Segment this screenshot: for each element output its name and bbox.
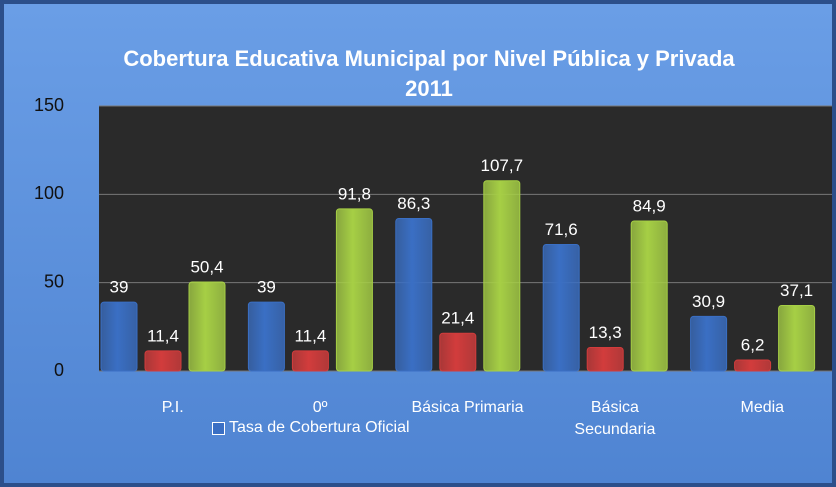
legend-swatch bbox=[212, 421, 225, 435]
bar bbox=[335, 208, 373, 372]
y-tick-label: 100 bbox=[34, 183, 64, 203]
value-label: 11,4 bbox=[294, 326, 326, 345]
value-label: 11,4 bbox=[147, 326, 179, 345]
bar bbox=[690, 315, 728, 372]
x-tick-label: P.I. bbox=[161, 399, 184, 416]
chart-svg: 0 50 100 150 39 39 86,3 71,6 30,9 11,4 11,4 21,4 13,… bbox=[34, 95, 832, 380]
value-label: 30,9 bbox=[692, 292, 725, 311]
bar bbox=[586, 347, 624, 372]
bar bbox=[778, 304, 816, 372]
bar bbox=[542, 244, 580, 372]
bar bbox=[188, 281, 226, 372]
value-label: 37,1 bbox=[780, 281, 813, 300]
y-tick-label: 0 bbox=[54, 360, 64, 380]
bar bbox=[144, 350, 182, 372]
bar bbox=[395, 218, 433, 372]
x-tick-label: Básica Secundaria bbox=[574, 399, 656, 438]
value-label: 39 bbox=[110, 278, 129, 297]
chart-title: Cobertura Educativa Municipal por Nivel … bbox=[123, 46, 735, 101]
x-tick-label: Media bbox=[740, 399, 785, 416]
bar bbox=[734, 359, 772, 372]
value-label: 21,4 bbox=[441, 309, 474, 328]
x-tick-label: 0º bbox=[312, 399, 328, 416]
y-tick-label: 150 bbox=[34, 95, 64, 115]
value-label: 71,6 bbox=[545, 220, 578, 239]
bar bbox=[630, 220, 668, 372]
value-label: 50,4 bbox=[190, 257, 223, 276]
value-label: 39 bbox=[257, 278, 276, 297]
legend: Tasa de Cobertura Oficial bbox=[212, 419, 410, 437]
bar bbox=[291, 350, 329, 372]
value-label: 13,3 bbox=[589, 323, 622, 342]
y-tick-label: 50 bbox=[44, 271, 64, 291]
value-label: 6,2 bbox=[741, 336, 765, 355]
bar bbox=[100, 301, 138, 372]
bar bbox=[247, 301, 285, 372]
value-label: 107,7 bbox=[481, 156, 524, 175]
bar bbox=[439, 332, 477, 372]
legend-label: Tasa de Cobertura Oficial bbox=[229, 419, 410, 436]
x-tick-label: Básica Primaria bbox=[411, 399, 524, 416]
value-label: 84,9 bbox=[633, 196, 666, 215]
value-label: 91,8 bbox=[338, 184, 371, 203]
bar bbox=[483, 180, 521, 372]
value-label: 86,3 bbox=[397, 194, 430, 213]
